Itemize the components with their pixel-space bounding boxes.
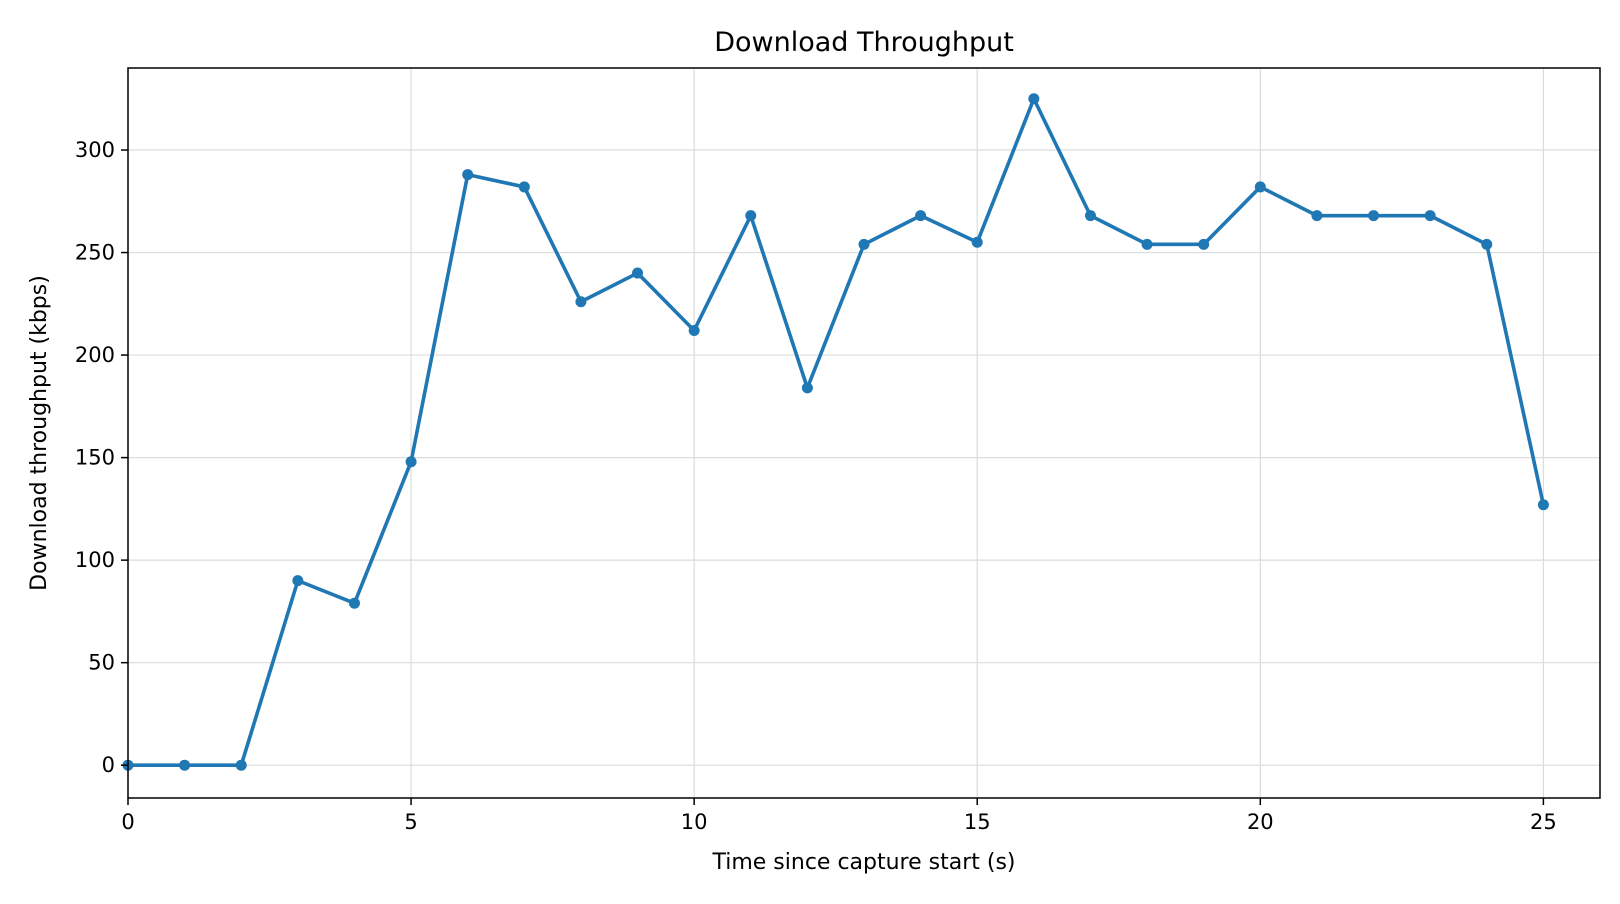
y-axis-label: Download throughput (kbps) <box>27 275 52 591</box>
data-point <box>1028 93 1040 105</box>
x-axis-label: Time since capture start (s) <box>711 850 1015 875</box>
data-point <box>292 575 304 587</box>
x-tick-label: 20 <box>1247 810 1274 834</box>
data-point <box>1537 499 1549 511</box>
y-tick-label: 200 <box>75 343 115 367</box>
data-point <box>1368 210 1380 222</box>
x-tick-label: 25 <box>1530 810 1557 834</box>
data-point <box>518 181 530 193</box>
data-point <box>179 759 191 771</box>
data-point <box>462 169 474 181</box>
x-tick-label: 10 <box>681 810 708 834</box>
chart-title: Download Throughput <box>714 27 1014 58</box>
y-tick-label: 300 <box>75 138 115 162</box>
data-point <box>688 324 700 336</box>
y-tick-label: 150 <box>75 446 115 470</box>
data-point <box>632 267 644 279</box>
data-point <box>348 597 360 609</box>
data-point <box>1311 210 1323 222</box>
y-tick-label: 0 <box>102 753 115 777</box>
data-point <box>915 210 927 222</box>
series-line <box>126 96 1546 767</box>
data-point <box>801 382 813 394</box>
data-point <box>745 210 757 222</box>
data-point <box>1198 238 1210 250</box>
y-tick-label: 250 <box>75 241 115 265</box>
data-point <box>405 456 417 468</box>
x-tick-label: 0 <box>121 810 134 834</box>
data-point <box>1084 210 1096 222</box>
x-tick-label: 15 <box>964 810 991 834</box>
data-point <box>575 296 587 308</box>
x-tick-label: 5 <box>404 810 417 834</box>
data-point <box>1141 238 1153 250</box>
data-point <box>235 759 247 771</box>
data-point <box>858 238 870 250</box>
data-point <box>1424 210 1436 222</box>
data-point <box>1254 181 1266 193</box>
data-point <box>971 236 983 248</box>
y-tick-label: 100 <box>75 548 115 572</box>
y-tick-label: 50 <box>88 651 115 675</box>
series-layer <box>122 93 1549 771</box>
data-point <box>1481 238 1493 250</box>
plot-frame <box>127 67 1601 799</box>
